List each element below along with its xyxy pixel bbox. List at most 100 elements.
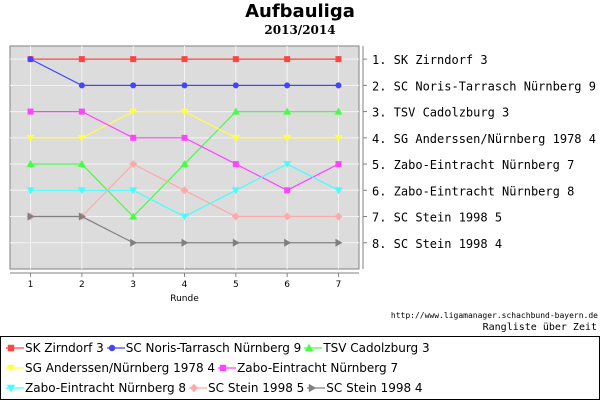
legend-marker-icon [6,364,24,373]
legend-label: SG Anderssen/Nürnberg 1978 4 [25,361,216,375]
series-point [232,161,239,168]
x-tick-label: 3 [130,280,136,290]
series-point [180,108,189,116]
legend-label: Zabo-Eintracht Nürnberg 7 [237,361,399,375]
legend-marker-icon [6,384,24,393]
series-point [181,238,189,247]
series-point [78,212,86,221]
legend-item: SG Anderssen/Nürnberg 1978 4 [5,361,215,375]
series-point [334,134,343,142]
legend-item: Zabo-Eintracht Nürnberg 7 [217,361,398,375]
rank-label: 5. Zabo-Eintracht Nürnberg 7 [372,158,574,172]
series-point [77,187,86,195]
series-point [284,82,291,89]
series-point [335,161,342,168]
series-point [129,187,138,195]
legend-marker-icon [189,383,208,393]
series-point [26,160,35,168]
legend-item: SK Zirndorf 3 [5,341,104,355]
series-point [283,212,292,221]
series-point [78,108,85,115]
series-point [232,238,240,247]
legend-label: SC Stein 1998 5 [208,381,305,395]
chart-title: Aufbauliga [245,1,355,22]
rank-label: 3. TSV Cadolzburg 3 [372,106,509,120]
chart-legend: SK Zirndorf 3 SC Noris-Tarrasch Nürnberg … [0,336,600,400]
legend-row: SG Anderssen/Nürnberg 1978 4 Zabo-Eintrac… [5,359,400,377]
series-point [130,56,137,63]
legend-label: SC Stein 1998 4 [326,381,423,395]
x-tick-label: 1 [28,280,34,290]
legend-marker-icon [304,343,323,352]
series-point [334,107,343,115]
rank-label: 8. SC Stein 1998 4 [372,237,502,251]
series-point [78,56,85,63]
legend-label: SK Zirndorf 3 [25,341,104,355]
series-point [232,82,239,89]
series-point [181,82,188,89]
series-point [130,134,137,141]
series-point [334,212,343,221]
series-point [77,160,86,168]
x-tick-label: 7 [336,280,342,290]
rank-label: 7. SC Stein 1998 5 [372,211,502,225]
legend-marker-icon [307,383,326,393]
legend-item: Zabo-Eintracht Nürnberg 8 [5,381,186,395]
series-point [335,238,343,247]
rank-label: 1. SK Zirndorf 3 [372,53,488,67]
chart-subtitle: 2013/2014 [264,23,336,37]
legend-marker-icon [6,344,24,352]
series-point [334,187,343,195]
series-point [283,161,292,169]
x-tick-label: 5 [233,280,239,290]
series-point [231,187,240,195]
series-point [231,107,240,115]
legend-item: SC Stein 1998 5 [188,381,304,395]
series-point [284,187,291,194]
legend-row: SK Zirndorf 3 SC Noris-Tarrasch Nürnberg … [5,339,432,357]
x-tick-label: 6 [284,280,290,290]
legend-row: Zabo-Eintracht Nürnberg 8 SC Stein 1998 5… [5,379,425,397]
chart-caption: Rangliste über Zeit [482,322,597,333]
rank-chart: 1 2 3 4 5 6 7 Runde 1. SK Zirndorf 3 2. SC Noris-… [9,45,596,304]
legend-label: Zabo-Eintracht Nürnberg 8 [25,381,187,395]
rank-label: 6. Zabo-Eintracht Nürnberg 8 [372,184,574,198]
series-point [180,160,189,168]
series-point [27,108,34,115]
legend-marker-icon [106,344,125,352]
series-point [78,82,85,89]
rank-label: 2. SC Noris-Tarrasch Nürnberg 9 [372,79,596,93]
series-point [26,187,35,195]
legend-item: TSV Cadolzburg 3 [303,341,430,355]
series-point [181,56,188,63]
source-url: http://www.ligamanager.schachbund-bayern… [390,311,598,320]
series-point [77,134,86,142]
rank-label: 4. SG Anderssen/Nürnberg 1978 4 [372,132,596,146]
legend-item: SC Stein 1998 4 [306,381,423,395]
series-point [180,186,189,195]
legend-item: SC Noris-Tarrasch Nürnberg 9 [106,341,302,355]
legend-label: SC Noris-Tarrasch Nürnberg 9 [125,341,302,355]
x-tick-label: 4 [182,280,188,290]
series-point [27,212,35,221]
x-axis-title: Runde [170,294,199,304]
series-point [283,134,292,142]
series-point [180,213,189,221]
series-point [335,56,342,63]
series-point [231,212,240,221]
series-point [129,160,138,169]
series-point [335,82,342,89]
series-point [232,56,239,63]
series-point [130,238,138,247]
series-point [284,238,292,247]
legend-label: TSV Cadolzburg 3 [323,341,430,355]
series-point [130,82,137,89]
series-point [129,108,138,116]
series-point [231,134,240,142]
series-point [26,134,35,142]
series-point [181,134,188,141]
series-point [284,56,291,63]
x-tick-label: 2 [79,280,85,290]
series-point [27,56,34,63]
series-point [129,212,138,220]
